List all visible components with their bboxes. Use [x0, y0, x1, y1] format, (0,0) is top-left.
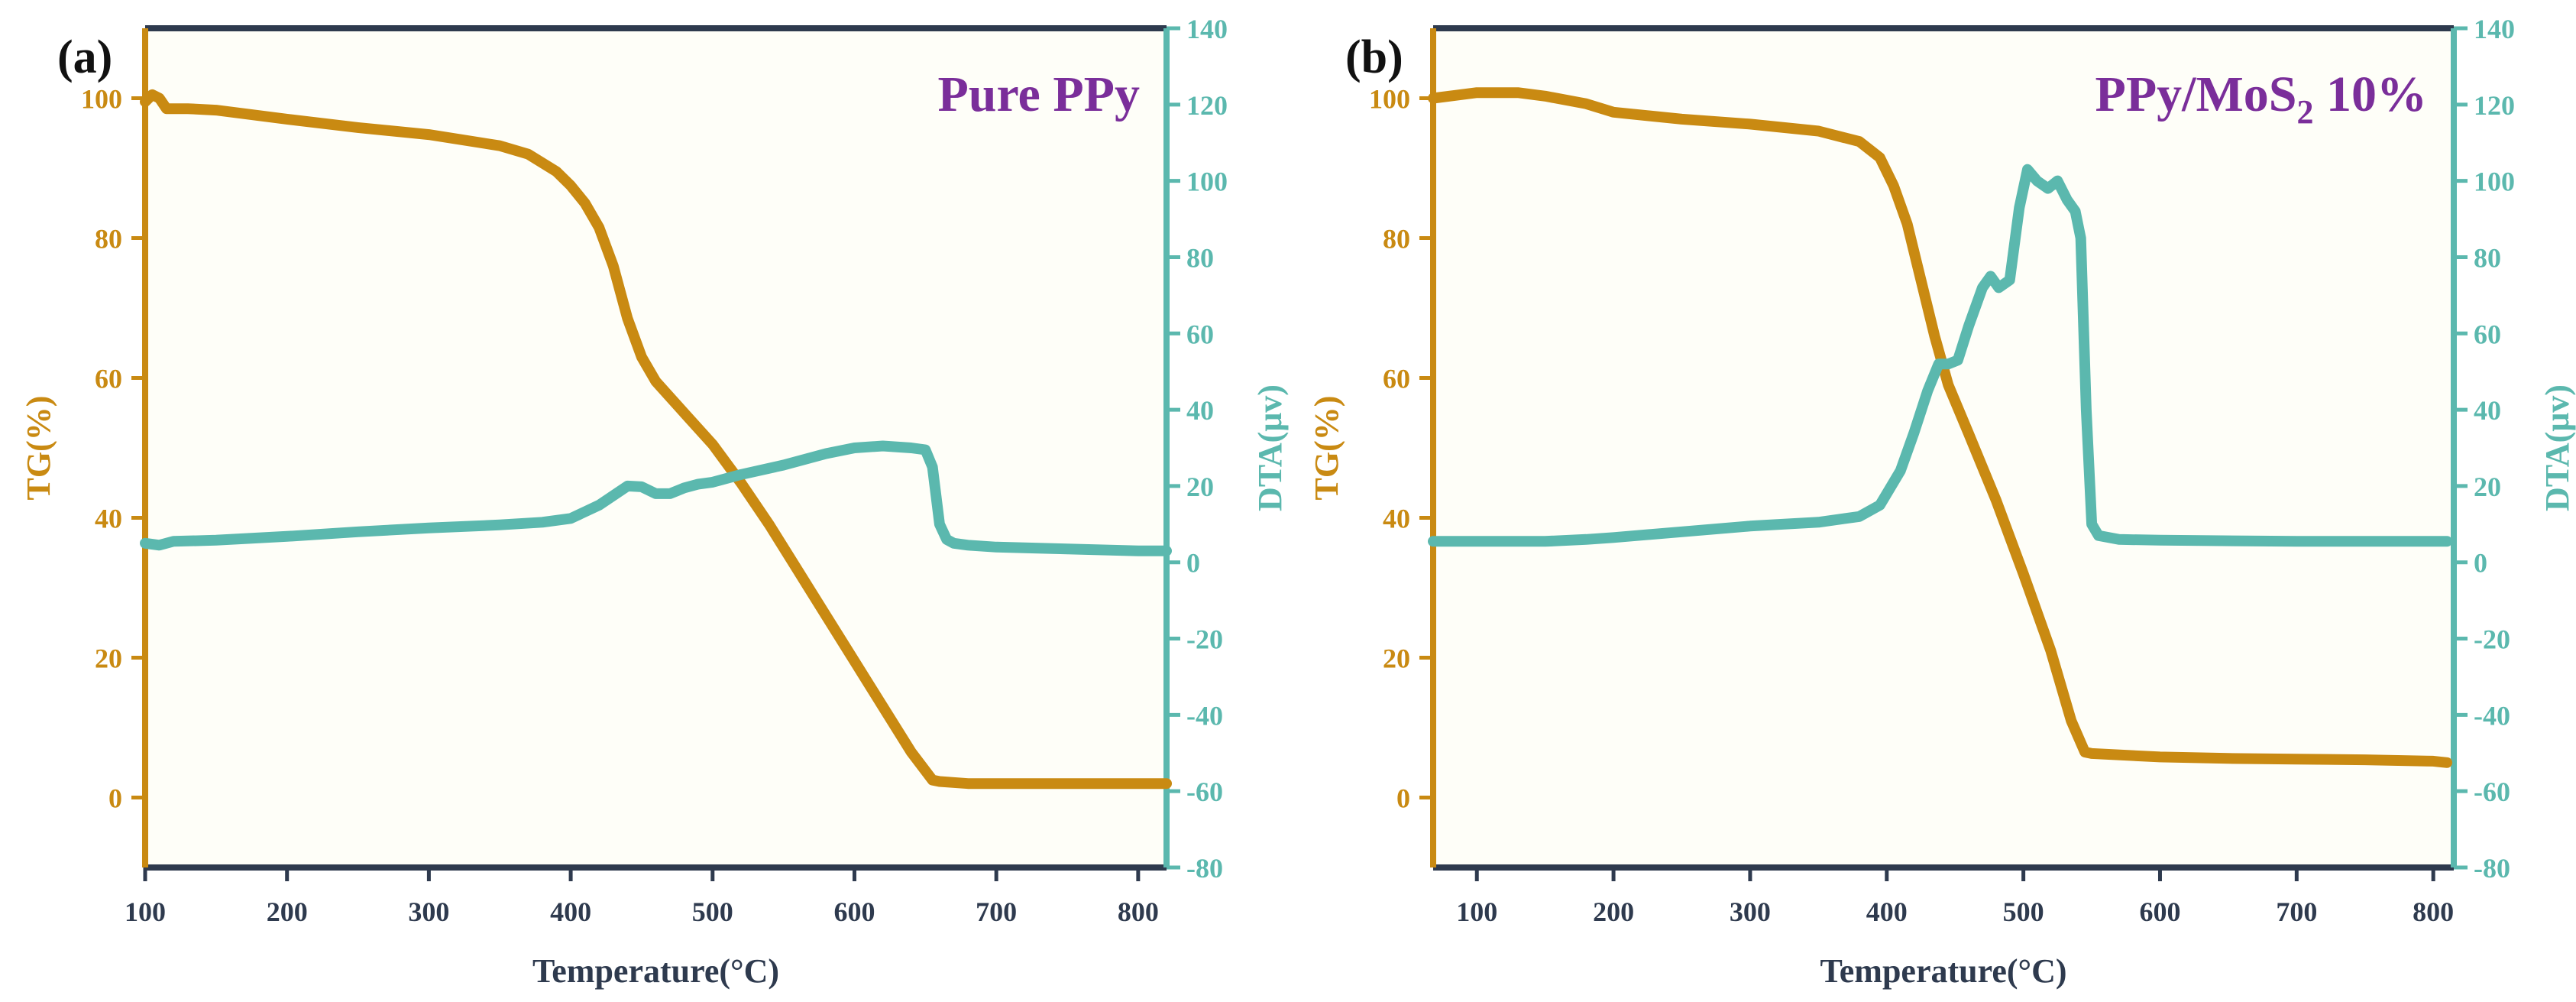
- dta-tick-label: 0: [2474, 548, 2487, 579]
- x-tick-label: 400: [1866, 897, 1908, 927]
- x-tick-label: 600: [833, 897, 875, 927]
- panel-title: PPy/MoS2 10%: [2095, 66, 2427, 131]
- x-tick-label: 300: [1730, 897, 1771, 927]
- dta-tick-label: 40: [1186, 395, 1214, 426]
- panel-label: (b): [1345, 31, 1403, 83]
- x-tick-label: 400: [550, 897, 591, 927]
- tg-tick-label: 60: [1383, 364, 1410, 394]
- dta-tick-label: 80: [2474, 242, 2501, 273]
- tg-axis-title: TG(%): [20, 396, 57, 501]
- dta-tick-label: -60: [1186, 777, 1223, 807]
- x-tick-label: 600: [2139, 897, 2180, 927]
- dta-tick-label: 80: [1186, 242, 1214, 273]
- panel-b: 100 200 300 400 500 600 700 800020406080100-80-…: [1308, 14, 2576, 990]
- dta-tick-label: -60: [2474, 777, 2510, 807]
- dta-axis-title: DTA(μv): [2539, 384, 2576, 511]
- dta-tick-label: 20: [1186, 472, 1214, 502]
- tg-tick-label: 0: [108, 783, 122, 814]
- dta-series-line: [1428, 164, 2453, 547]
- x-tick-label: 700: [2276, 897, 2317, 927]
- x-tick-label: 800: [1118, 897, 1159, 927]
- tg-axis-title: TG(%): [1308, 396, 1345, 501]
- x-tick-label: 500: [2003, 897, 2044, 927]
- x-tick-label: 300: [408, 897, 449, 927]
- dta-axis-title: DTA(μv): [1251, 384, 1289, 511]
- panel-title-main: PPy/MoS: [2095, 66, 2297, 122]
- dta-tick-label: -40: [2474, 700, 2510, 731]
- tg-series-line: [1428, 87, 2453, 768]
- x-tick-label: 100: [125, 897, 166, 927]
- dta-tick-label: 140: [2474, 14, 2515, 44]
- tg-tick-label: 80: [95, 224, 122, 255]
- dta-tick-label: 0: [1186, 548, 1200, 579]
- x-tick-label: 700: [976, 897, 1017, 927]
- dta-tick-label: 60: [2474, 319, 2501, 349]
- dta-tick-label: 100: [1186, 167, 1228, 197]
- dta-tick-label: 40: [2474, 395, 2501, 426]
- tg-tick-label: 20: [95, 644, 122, 674]
- tg-tick-label: 100: [81, 84, 122, 115]
- dta-tick-label: -20: [1186, 624, 1223, 655]
- dta-tick-label: -20: [2474, 624, 2510, 655]
- dta-tick-label: 20: [2474, 472, 2501, 502]
- x-tick-label: 500: [692, 897, 733, 927]
- panel-a: 100 200 300 400 500 600 700 800020406080100-80-…: [20, 14, 1289, 990]
- tg-tick-label: 0: [1396, 783, 1410, 814]
- dta-tick-label: 120: [1186, 90, 1228, 121]
- x-tick-label: 200: [1593, 897, 1634, 927]
- tg-tick-label: 60: [95, 364, 122, 394]
- dta-tick-label: 60: [1186, 319, 1214, 349]
- plot-area: [145, 28, 1167, 867]
- tg-tick-label: 20: [1383, 644, 1410, 674]
- x-tick-label: 100: [1456, 897, 1497, 927]
- dta-tick-label: 120: [2474, 90, 2515, 121]
- dta-tick-label: 140: [1186, 14, 1228, 44]
- panel-title-tail: 10%: [2314, 66, 2428, 122]
- dta-tick-label: -80: [2474, 853, 2510, 884]
- tg-tick-label: 40: [1383, 504, 1410, 534]
- tg-series-line: [140, 89, 1172, 790]
- panel-label: (a): [57, 31, 112, 83]
- dta-tick-label: -40: [1186, 700, 1223, 731]
- x-tick-label: 200: [267, 897, 308, 927]
- x-tick-label: 800: [2413, 897, 2454, 927]
- plot-area: [1433, 28, 2454, 867]
- dta-tick-label: -80: [1186, 853, 1223, 884]
- tg-tick-label: 80: [1383, 224, 1410, 255]
- panel-title: Pure PPy: [937, 66, 1140, 122]
- dta-series-line: [140, 440, 1172, 556]
- panel-title-subscript: 2: [2297, 93, 2314, 131]
- tg-tick-label: 40: [95, 504, 122, 534]
- tg-tick-label: 100: [1369, 84, 1410, 115]
- x-axis-title: Temperature(°C): [532, 952, 779, 990]
- dta-tick-label: 100: [2474, 167, 2515, 197]
- x-axis-title: Temperature(°C): [1820, 952, 2066, 990]
